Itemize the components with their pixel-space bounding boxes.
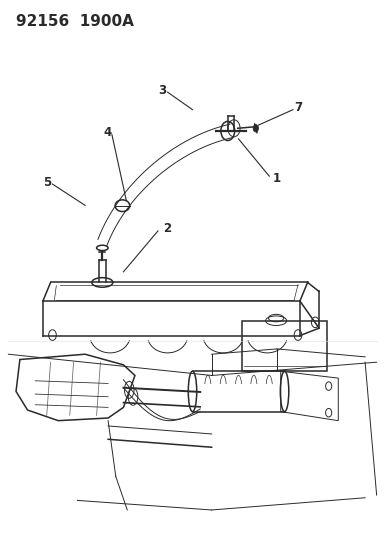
Text: 5: 5 bbox=[44, 176, 52, 189]
Text: 92156  1900A: 92156 1900A bbox=[16, 14, 134, 29]
Text: 3: 3 bbox=[159, 84, 167, 96]
Text: 7: 7 bbox=[294, 101, 302, 114]
Text: 1: 1 bbox=[273, 172, 281, 185]
Text: 4: 4 bbox=[103, 126, 112, 139]
Text: 2: 2 bbox=[164, 222, 172, 235]
Circle shape bbox=[253, 125, 258, 132]
